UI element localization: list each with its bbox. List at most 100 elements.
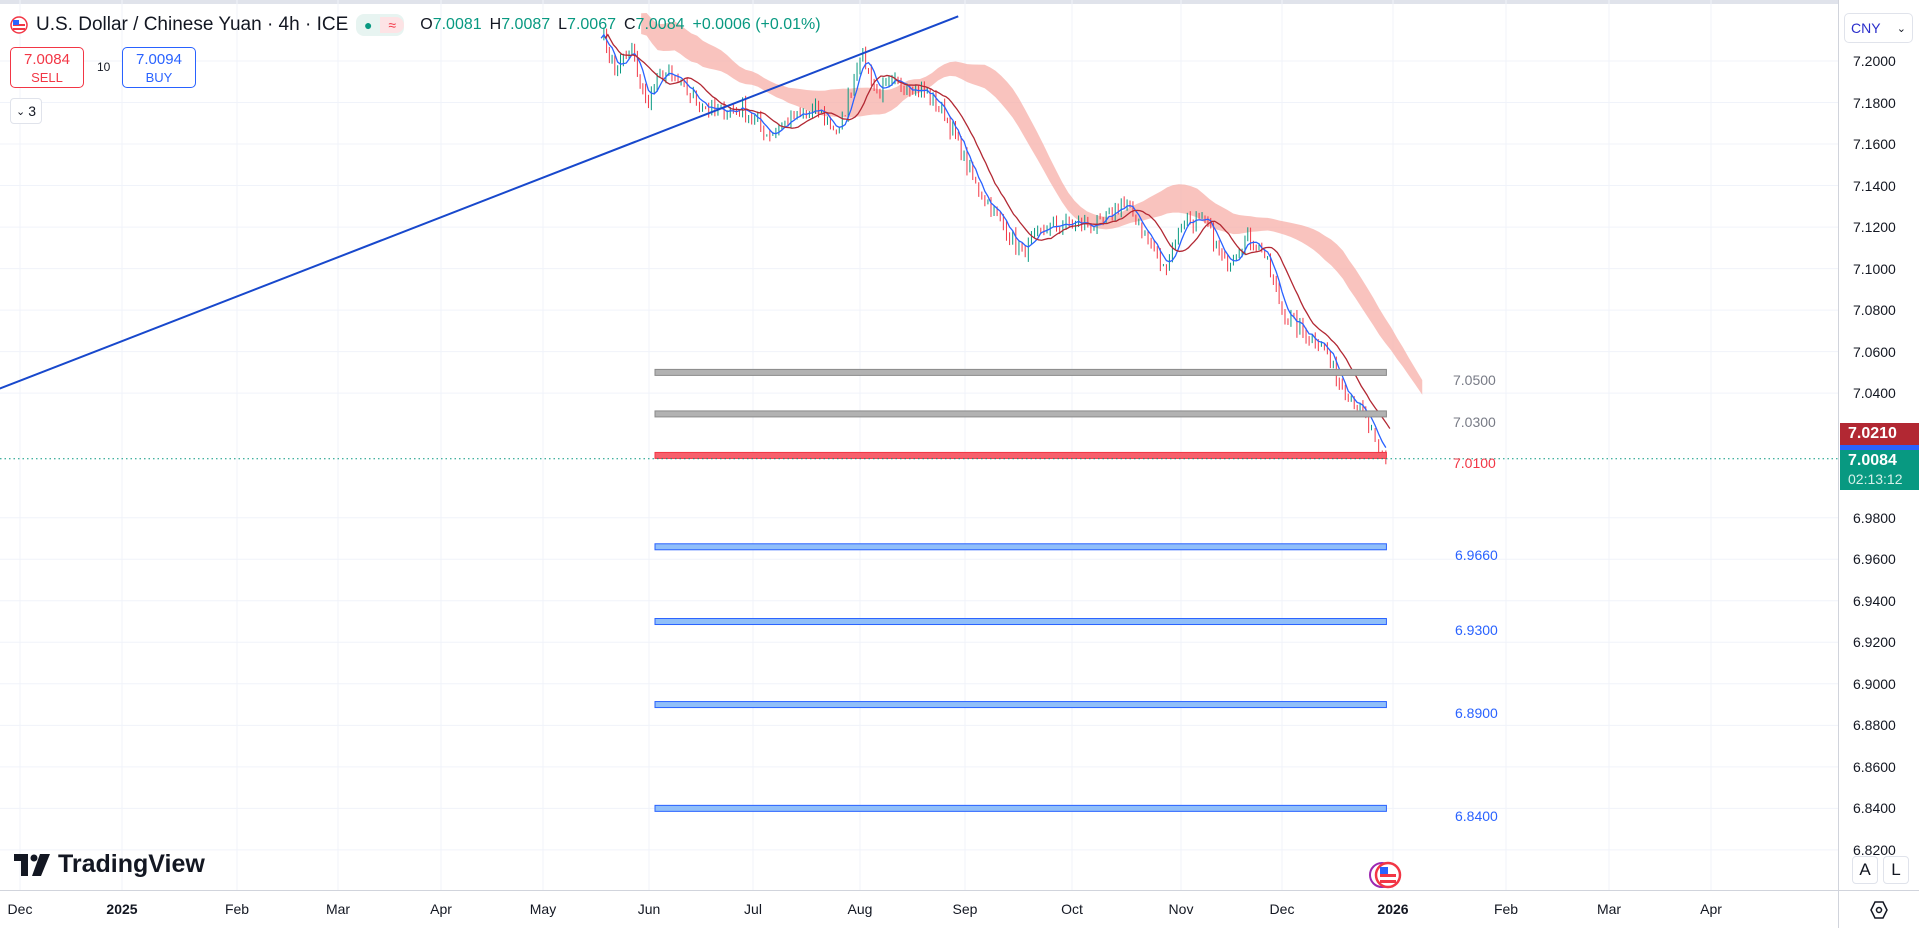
time-tick: Feb (224, 901, 250, 917)
moving-averages (600, 33, 1391, 448)
price-tick: 6.9400 (1853, 592, 1896, 609)
ohlc-values: O7.0081 H7.0087 L7.0067 C7.0084 +0.0006 … (420, 16, 820, 34)
time-tick: Jul (744, 901, 762, 917)
price-tick: 6.9600 (1853, 551, 1896, 568)
price-tick: 7.2000 (1853, 53, 1896, 69)
tradingview-logo[interactable]: TradingView (14, 850, 205, 879)
horizontal-level[interactable] (654, 543, 1387, 551)
time-tick: Mar (1596, 901, 1622, 917)
level-label: 7.0300 (1453, 413, 1496, 430)
time-tick: Dec (1269, 901, 1295, 917)
close-value: 7.0084 (635, 16, 685, 33)
grid (0, 0, 1838, 890)
horizontal-level[interactable] (654, 804, 1387, 812)
auto-scale-button[interactable]: A (1852, 856, 1878, 884)
change-value: +0.0006 (+0.01%) (692, 16, 821, 33)
cloud-area (641, 13, 1423, 395)
horizontal-level[interactable] (654, 410, 1387, 418)
indicators-collapse-button[interactable]: ⌄ 3 (10, 98, 42, 124)
price-tick: 7.1200 (1853, 219, 1896, 236)
price-tick: 7.1400 (1853, 177, 1896, 194)
level-label: 6.9660 (1455, 546, 1498, 563)
last-price: 7.0084 (1848, 452, 1897, 469)
time-tick: 2025 (106, 901, 138, 917)
low-value: 7.0067 (567, 16, 616, 33)
time-tick: Feb (1493, 901, 1519, 917)
symbol-header: U.S. Dollar / Chinese Yuan · 4h · ICE ● … (10, 14, 821, 36)
us-flag-icon (10, 16, 28, 34)
top-border (0, 0, 1919, 4)
line-price-badge: 7.0210 (1840, 423, 1919, 445)
level-label: 6.9300 (1455, 621, 1498, 638)
delayed-data-icon: ≈ (380, 17, 405, 33)
trendline-segment[interactable] (0, 15, 959, 395)
chevron-down-icon: ⌄ (1896, 22, 1906, 35)
time-tick: Nov (1168, 901, 1194, 917)
low-label: L (558, 16, 568, 33)
chart-pane[interactable] (0, 0, 1838, 890)
price-tick: 7.0600 (1853, 343, 1896, 360)
time-tick: Apr (1700, 901, 1722, 917)
chart-settings-button[interactable] (1838, 890, 1919, 928)
sell-label: SELL (31, 70, 63, 85)
horizontal-level[interactable] (654, 701, 1387, 709)
open-value: 7.0081 (432, 16, 482, 33)
level-label: 7.0100 (1453, 455, 1496, 472)
ma-price-badge (1840, 445, 1919, 451)
high-value: 7.0087 (501, 16, 551, 33)
level-label: 7.0500 (1453, 372, 1496, 389)
symbol-title[interactable]: U.S. Dollar / Chinese Yuan · 4h · ICE (36, 14, 349, 35)
log-scale-button[interactable]: L (1883, 856, 1909, 884)
logo-text: TradingView (58, 850, 205, 878)
price-tick: 7.0800 (1853, 302, 1896, 319)
currency-select[interactable]: CNY ⌄ (1844, 13, 1913, 43)
open-label: O (420, 16, 433, 33)
time-axis[interactable]: Dec 2025 Feb Mar Apr May Jun Jul Aug Sep Oct Nov Dec… (0, 890, 1838, 928)
us-flag-event-icon[interactable] (1368, 860, 1404, 890)
time-tick: May (529, 901, 557, 917)
price-tick: 6.9000 (1853, 675, 1896, 692)
horizontal-level[interactable] (654, 368, 1387, 376)
time-tick: 2026 (1377, 901, 1409, 917)
price-tick: 7.1800 (1853, 94, 1896, 111)
chevron-down-icon: ⌄ (15, 105, 26, 118)
price-tick: 6.8800 (1853, 717, 1896, 734)
time-tick: Mar (325, 901, 351, 917)
last-price-badge: 7.0084 02:13:12 (1840, 450, 1919, 490)
price-tick: 6.8600 (1853, 758, 1896, 775)
time-tick: Sep (952, 901, 978, 917)
bar-countdown: 02:13:12 (1848, 471, 1903, 487)
tradingview-logo-icon (14, 853, 50, 876)
horizontal-level[interactable] (654, 618, 1387, 626)
time-tick: Dec (7, 901, 33, 917)
buy-button[interactable]: 7.0094 BUY (122, 47, 196, 88)
price-tick: 6.8400 (1853, 800, 1896, 817)
horizontal-level[interactable] (654, 451, 1387, 459)
market-status[interactable]: ● ≈ (356, 14, 405, 36)
price-tick: 6.9200 (1853, 634, 1896, 651)
price-tick: 6.8200 (1853, 841, 1896, 858)
ma-fast-line (600, 33, 1387, 448)
price-tick: 7.1000 (1853, 260, 1896, 277)
time-tick: Jun (637, 901, 661, 917)
horizontal-levels[interactable] (654, 368, 1387, 812)
trendline[interactable] (0, 15, 959, 395)
currency-label: CNY (1851, 20, 1881, 36)
candles (603, 27, 1387, 465)
ichimoku-cloud (641, 13, 1423, 395)
market-open-dot-icon: ● (364, 17, 373, 33)
time-tick: Oct (1061, 901, 1083, 917)
high-label: H (489, 16, 502, 33)
level-label: 6.8900 (1455, 704, 1498, 721)
ma-slow-line (604, 33, 1391, 429)
indicator-count: 3 (28, 103, 36, 119)
time-tick: Aug (847, 901, 873, 917)
sell-button[interactable]: 7.0084 SELL (10, 47, 84, 88)
buy-price: 7.0094 (136, 51, 182, 68)
close-label: C (623, 16, 636, 33)
spread-value: 10 (97, 60, 111, 74)
price-tick: 7.0400 (1853, 385, 1896, 402)
price-tick: 7.1600 (1853, 136, 1896, 153)
price-tick: 6.9800 (1853, 509, 1896, 526)
gear-icon (1870, 901, 1888, 919)
